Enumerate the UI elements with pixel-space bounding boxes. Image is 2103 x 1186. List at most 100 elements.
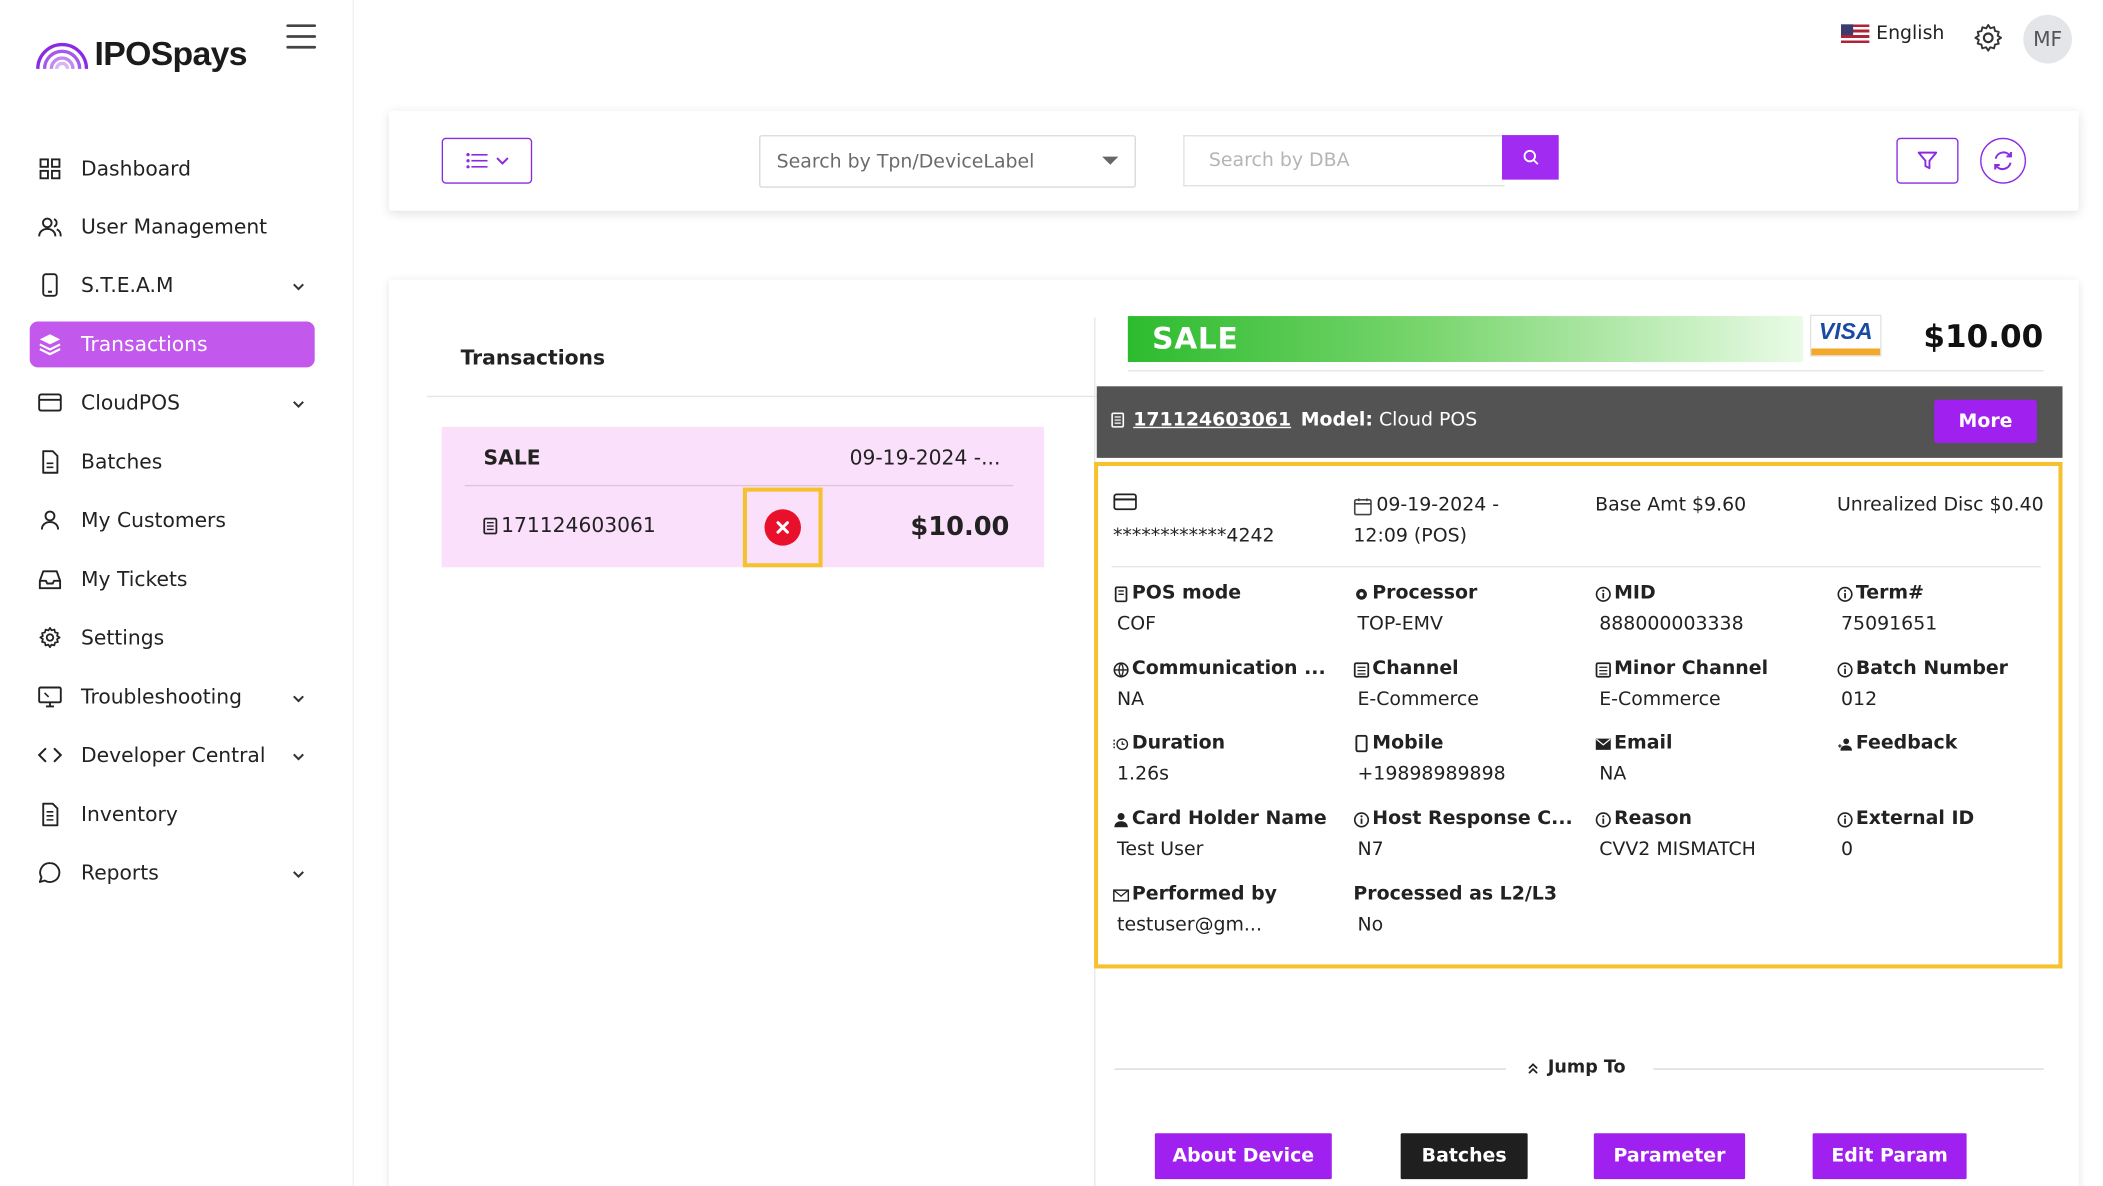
- field-value: COF: [1117, 613, 1157, 635]
- more-button[interactable]: More: [1934, 399, 2037, 444]
- info-icon: [1837, 586, 1853, 602]
- sidebar-item-s-t-e-a-m[interactable]: S.T.E.A.M: [30, 262, 315, 308]
- refresh-button[interactable]: [1980, 137, 2027, 184]
- jump-to-label-row: Jump To: [1526, 1057, 1626, 1078]
- sidebar-item-my-customers[interactable]: My Customers: [30, 497, 315, 543]
- document-icon: [38, 802, 62, 827]
- gear-icon: [38, 625, 62, 649]
- sidebar: IPOSpays Dashboard User Management S.T.E.A…: [0, 0, 354, 1186]
- detail-amount: $10.00: [1923, 320, 2044, 356]
- dropdown-caret-icon: [1102, 156, 1119, 165]
- sidebar-item-settings[interactable]: Settings: [30, 615, 315, 661]
- field-value: NA: [1599, 763, 1627, 785]
- sidebar-item-my-tickets[interactable]: My Tickets: [30, 556, 315, 602]
- sidebar-item-batches[interactable]: Batches: [30, 439, 315, 485]
- user-avatar[interactable]: MF: [2023, 14, 2072, 64]
- error-x-icon[interactable]: [764, 509, 801, 546]
- detail-field-processor: Processor TOP-EMV: [1353, 578, 1477, 640]
- sidebar-item-label: Transactions: [81, 332, 208, 357]
- transaction-id-link-row: 171124603061: [1110, 409, 1291, 431]
- dba-search-input[interactable]: Search by DBA: [1183, 135, 1505, 187]
- sidebar-item-label: Troubleshooting: [81, 684, 242, 710]
- detail-field-term: Term# 75091651: [1837, 578, 1937, 640]
- sidebar-item-dashboard[interactable]: Dashboard: [30, 146, 315, 192]
- mail-icon: [1595, 735, 1611, 751]
- sidebar-item-label: My Customers: [81, 507, 226, 533]
- transaction-id-row: 171124603061: [482, 513, 656, 538]
- card-icon: [38, 390, 62, 414]
- sidebar-item-reports[interactable]: Reports: [30, 850, 315, 896]
- date-line: 09-19-2024 -: [1376, 494, 1500, 516]
- field-value: E-Commerce: [1599, 688, 1721, 711]
- receipt-icon: [1111, 412, 1125, 428]
- language-selector[interactable]: English: [1841, 23, 1944, 45]
- menu-toggle-icon[interactable]: [286, 24, 317, 49]
- chevron-down-icon[interactable]: [290, 686, 309, 705]
- sidebar-item-label: User Management: [81, 214, 268, 240]
- batches-button[interactable]: Batches: [1400, 1133, 1528, 1180]
- field-label: Duration: [1131, 732, 1226, 754]
- brand-name: IPOSpays: [94, 35, 248, 73]
- detail-field-host-response-c: Host Response C... N7: [1353, 804, 1573, 866]
- divider: [426, 395, 1099, 398]
- user-icon: [38, 508, 62, 532]
- code-icon: [37, 743, 63, 767]
- field-label: Minor Channel: [1614, 657, 1769, 680]
- sidebar-item-label: S.T.E.A.M: [81, 272, 174, 298]
- field-value: NA: [1117, 688, 1145, 711]
- inbox-icon: [38, 567, 62, 591]
- parameter-button[interactable]: Parameter: [1593, 1133, 1746, 1180]
- field-label: Email: [1614, 732, 1673, 754]
- sidebar-item-label: Batches: [81, 449, 163, 475]
- sidebar-item-label: Developer Central: [81, 742, 266, 768]
- transaction-details-box: ************4242 09-19-2024 - 12:09 (POS…: [1094, 461, 2063, 969]
- grid-icon: [38, 157, 62, 181]
- sidebar-item-cloudpos[interactable]: CloudPOS: [30, 380, 315, 426]
- unrealized-discount: Unrealized Disc $0.40: [1836, 494, 2044, 516]
- card-brand-label: VISA: [1818, 318, 1873, 345]
- brand-logo[interactable]: IPOSpays: [35, 35, 247, 74]
- list-view-dropdown[interactable]: [441, 137, 533, 184]
- mobile-icon: [1353, 734, 1369, 753]
- edit-param-button[interactable]: Edit Param: [1812, 1133, 1967, 1180]
- field-label: Communication ...: [1131, 657, 1326, 680]
- divider: [1653, 1068, 2044, 1070]
- chevron-down-icon: [495, 157, 508, 165]
- us-flag-icon: [1841, 24, 1870, 44]
- dba-search-button[interactable]: [1501, 135, 1559, 180]
- language-label: English: [1876, 22, 1945, 45]
- model-info: Model: Cloud POS: [1301, 409, 1478, 431]
- sidebar-item-user-management[interactable]: User Management: [30, 204, 315, 250]
- transaction-id-link[interactable]: 171124603061: [1133, 409, 1292, 431]
- field-value: 012: [1841, 688, 1878, 711]
- refresh-icon: [1994, 151, 2012, 171]
- users-icon: [38, 215, 62, 239]
- detail-field-processed-as-l2-l3: Processed as L2/L3 No: [1353, 879, 1557, 941]
- channel-icon: [1595, 661, 1611, 677]
- channel-icon: [1353, 661, 1370, 677]
- base-amount: Base Amt $9.60: [1595, 494, 1747, 516]
- transaction-type: SALE: [483, 445, 541, 471]
- failed-status-highlight: [742, 487, 823, 568]
- tpn-device-search-select[interactable]: Search by Tpn/DeviceLabel: [759, 135, 1136, 188]
- transaction-list-item[interactable]: SALE 09-19-2024 -... 171124603061 $10.00: [441, 426, 1045, 568]
- chevron-down-icon[interactable]: [290, 744, 309, 763]
- sidebar-item-inventory[interactable]: Inventory: [30, 792, 315, 838]
- sidebar-item-label: CloudPOS: [81, 390, 180, 415]
- double-chevron-up-icon: [1528, 1062, 1538, 1074]
- field-value: N7: [1357, 838, 1384, 861]
- field-label: Processed as L2/L3: [1353, 883, 1557, 905]
- chevron-down-icon[interactable]: [290, 392, 309, 411]
- settings-gear-icon[interactable]: [1972, 22, 2004, 54]
- sidebar-item-transactions[interactable]: Transactions: [29, 321, 315, 368]
- person-icon: [1113, 811, 1129, 827]
- filter-button[interactable]: [1896, 137, 1959, 184]
- detail-field-performed-by: Performed by testuser@gm...: [1113, 879, 1277, 941]
- chevron-down-icon[interactable]: [290, 862, 309, 881]
- sidebar-item-troubleshooting[interactable]: Troubleshooting: [30, 674, 315, 720]
- jump-to-label: Jump To: [1547, 1057, 1626, 1078]
- about-device-button[interactable]: About Device: [1154, 1133, 1332, 1180]
- sidebar-item-developer-central[interactable]: Developer Central: [30, 732, 315, 778]
- chevron-down-icon[interactable]: [290, 274, 309, 293]
- chat-icon: [38, 860, 62, 884]
